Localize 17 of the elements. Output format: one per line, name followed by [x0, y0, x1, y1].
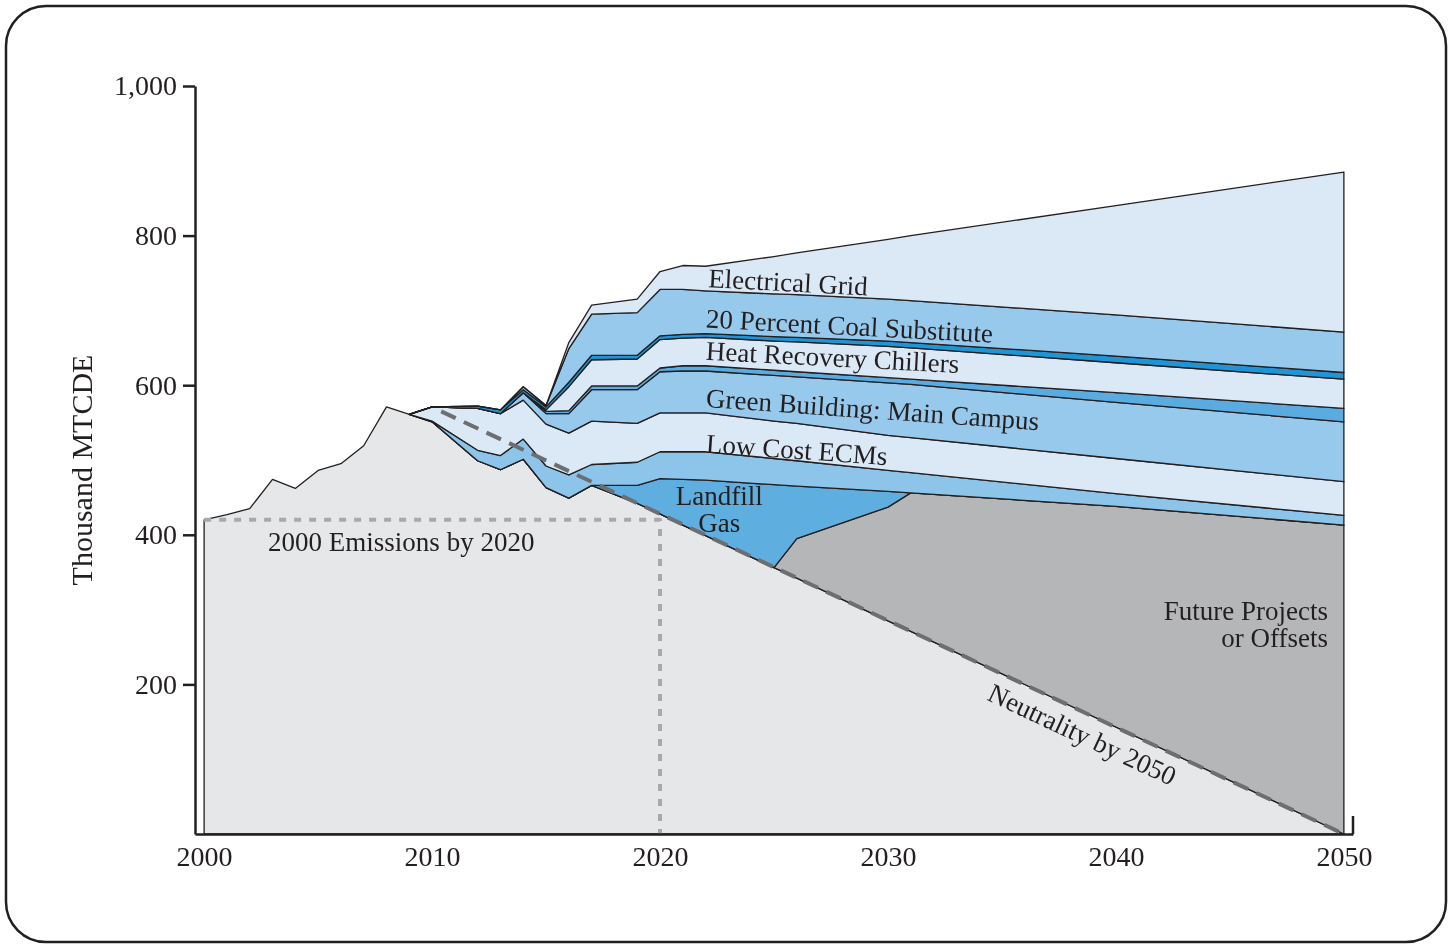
y-tick-label: 200 — [135, 668, 177, 700]
series-label: Future Projects or Offsets — [1163, 596, 1328, 654]
x-tick-label: 2010 — [404, 840, 461, 872]
x-tick-label: 2040 — [1088, 840, 1145, 872]
series-label: Landfill Gas — [675, 480, 763, 538]
y-tick-label: 1,000 — [114, 70, 177, 102]
x-tick-label: 2050 — [1316, 840, 1373, 872]
y-axis-title: Thousand MTCDE — [65, 354, 98, 586]
x-tick-label: 2000 — [176, 840, 233, 872]
series-label: 2000 Emissions by 2020 — [268, 526, 535, 557]
y-tick-label: 400 — [135, 519, 177, 551]
series-label: Low Cost ECMs — [705, 428, 889, 472]
x-tick-label: 2030 — [860, 840, 917, 872]
x-tick-label: 2020 — [632, 840, 689, 872]
series-label: Electrical Grid — [707, 263, 870, 302]
y-tick-label: 800 — [135, 220, 177, 252]
y-tick-label: 600 — [135, 369, 177, 401]
